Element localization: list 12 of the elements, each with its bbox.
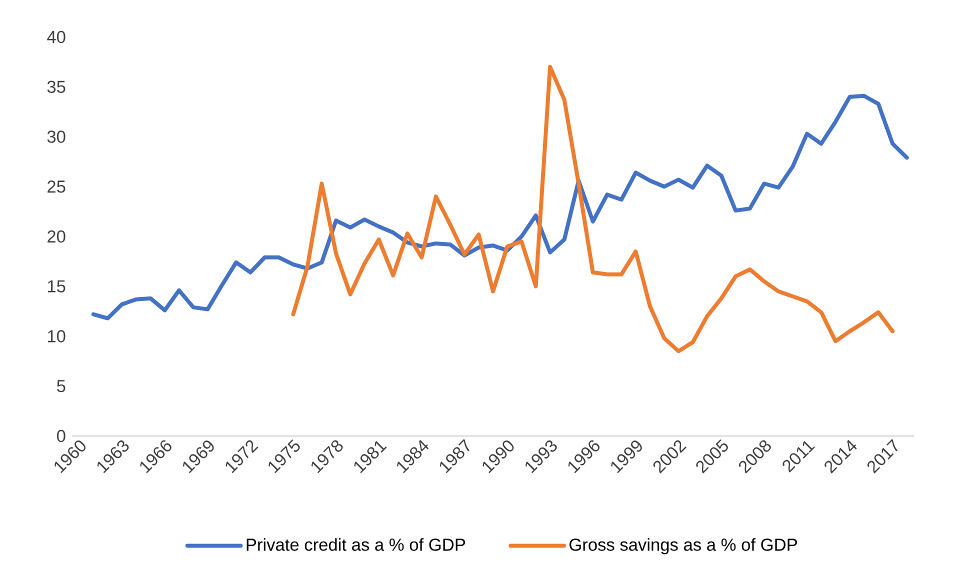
y-tick-label: 20 <box>48 230 66 243</box>
y-tick-label: 35 <box>47 80 66 93</box>
y-tick-label: 5 <box>57 380 66 392</box>
legend-label: Gross savings as a % of GDP <box>570 538 797 554</box>
y-tick-label: 15 <box>48 280 66 292</box>
y-tick-label: 0 <box>56 430 66 442</box>
legend-label: Private credit as a % of GDP <box>246 538 466 551</box>
y-tick-label: 40 <box>47 30 66 44</box>
y-tick-label: 25 <box>48 180 66 193</box>
y-tick-label: 10 <box>48 330 66 342</box>
line-series <box>91 94 909 320</box>
y-tick-label: 30 <box>47 130 66 143</box>
